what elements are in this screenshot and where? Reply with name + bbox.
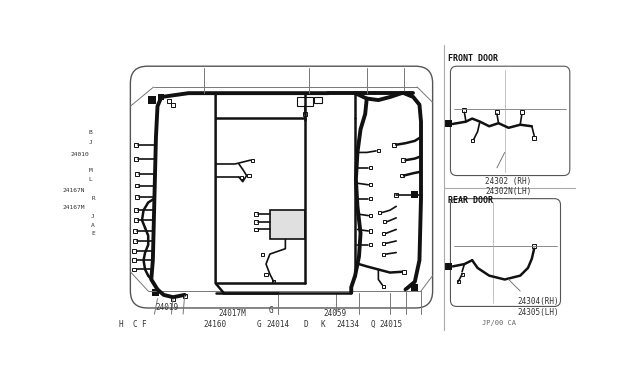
Text: A: A <box>91 222 95 228</box>
Text: Q: Q <box>371 320 375 328</box>
Bar <box>134 157 138 161</box>
Bar <box>382 253 385 256</box>
Text: G: G <box>269 306 273 315</box>
Bar <box>314 97 322 103</box>
Bar <box>520 110 524 114</box>
Bar <box>171 103 175 107</box>
Bar <box>264 273 268 276</box>
Bar <box>369 197 372 200</box>
Bar <box>134 172 138 176</box>
Bar <box>133 229 137 233</box>
Bar <box>158 94 164 100</box>
Text: 24167M: 24167M <box>63 205 85 211</box>
Bar <box>297 97 312 106</box>
Bar <box>378 211 381 214</box>
Text: F: F <box>141 320 146 328</box>
Bar <box>400 174 404 177</box>
Text: J: J <box>91 214 95 219</box>
Bar <box>445 121 452 128</box>
Bar <box>132 249 136 253</box>
Text: 24160: 24160 <box>204 320 227 328</box>
Text: C: C <box>132 320 137 328</box>
Text: 24015: 24015 <box>380 320 403 328</box>
Bar <box>369 183 372 186</box>
Bar <box>412 191 419 198</box>
Bar <box>167 99 171 103</box>
Text: L: L <box>89 177 92 182</box>
Bar <box>134 143 138 147</box>
Bar <box>495 110 499 113</box>
Bar <box>401 158 405 162</box>
Bar <box>382 242 385 245</box>
Text: D: D <box>303 320 308 328</box>
Bar <box>377 150 380 153</box>
Bar <box>134 195 138 199</box>
Bar <box>252 158 254 162</box>
Bar <box>134 208 138 212</box>
Bar <box>394 193 398 197</box>
Bar <box>532 244 536 248</box>
Bar <box>182 294 187 298</box>
Text: 24019: 24019 <box>156 304 179 312</box>
Bar <box>132 258 136 262</box>
Bar <box>369 214 372 217</box>
Bar <box>383 220 386 223</box>
Text: J: J <box>89 140 92 145</box>
Bar <box>152 289 159 296</box>
Text: 24059: 24059 <box>324 309 347 318</box>
Bar <box>412 284 419 291</box>
Bar <box>254 228 258 231</box>
Bar <box>248 174 250 177</box>
Bar <box>171 296 175 301</box>
Bar <box>134 184 138 187</box>
Bar <box>382 232 385 235</box>
Text: FRONT DOOR: FRONT DOOR <box>448 54 498 63</box>
Text: 24010: 24010 <box>70 151 89 157</box>
Text: H: H <box>118 320 123 328</box>
FancyBboxPatch shape <box>131 66 433 308</box>
Bar <box>270 210 305 240</box>
Bar <box>461 273 463 276</box>
Bar <box>463 108 467 112</box>
Bar <box>445 263 452 270</box>
Bar <box>402 270 406 274</box>
Text: E: E <box>91 231 95 236</box>
Text: G: G <box>256 320 261 328</box>
FancyBboxPatch shape <box>451 66 570 176</box>
Text: 24134: 24134 <box>336 320 360 328</box>
Bar <box>303 112 307 116</box>
Bar <box>369 243 372 246</box>
Bar <box>254 220 258 224</box>
Text: 24167N: 24167N <box>63 187 85 193</box>
Text: JP/00 CA: JP/00 CA <box>481 320 515 326</box>
Bar <box>239 176 243 179</box>
Bar <box>369 230 372 232</box>
Text: B: B <box>89 129 92 135</box>
Bar <box>132 267 136 272</box>
Text: M: M <box>89 168 92 173</box>
Text: 24014: 24014 <box>267 320 290 328</box>
Text: REAR DOOR: REAR DOOR <box>448 196 493 205</box>
Bar <box>382 285 385 288</box>
Text: K: K <box>321 320 325 328</box>
Text: 24304(RH)
24305(LH): 24304(RH) 24305(LH) <box>518 297 559 317</box>
Text: 24017M: 24017M <box>219 309 246 318</box>
Bar <box>470 140 474 142</box>
Bar <box>457 280 460 283</box>
Bar <box>254 212 258 216</box>
Bar <box>532 136 536 140</box>
Bar <box>369 166 372 169</box>
Bar <box>133 239 137 243</box>
Text: 24302 (RH)
24302N(LH): 24302 (RH) 24302N(LH) <box>486 177 532 196</box>
FancyBboxPatch shape <box>451 199 561 307</box>
Bar <box>134 218 138 222</box>
Text: R: R <box>91 196 95 201</box>
Bar <box>148 96 156 104</box>
Bar <box>260 253 264 256</box>
Bar <box>272 280 275 283</box>
Bar <box>392 143 396 147</box>
